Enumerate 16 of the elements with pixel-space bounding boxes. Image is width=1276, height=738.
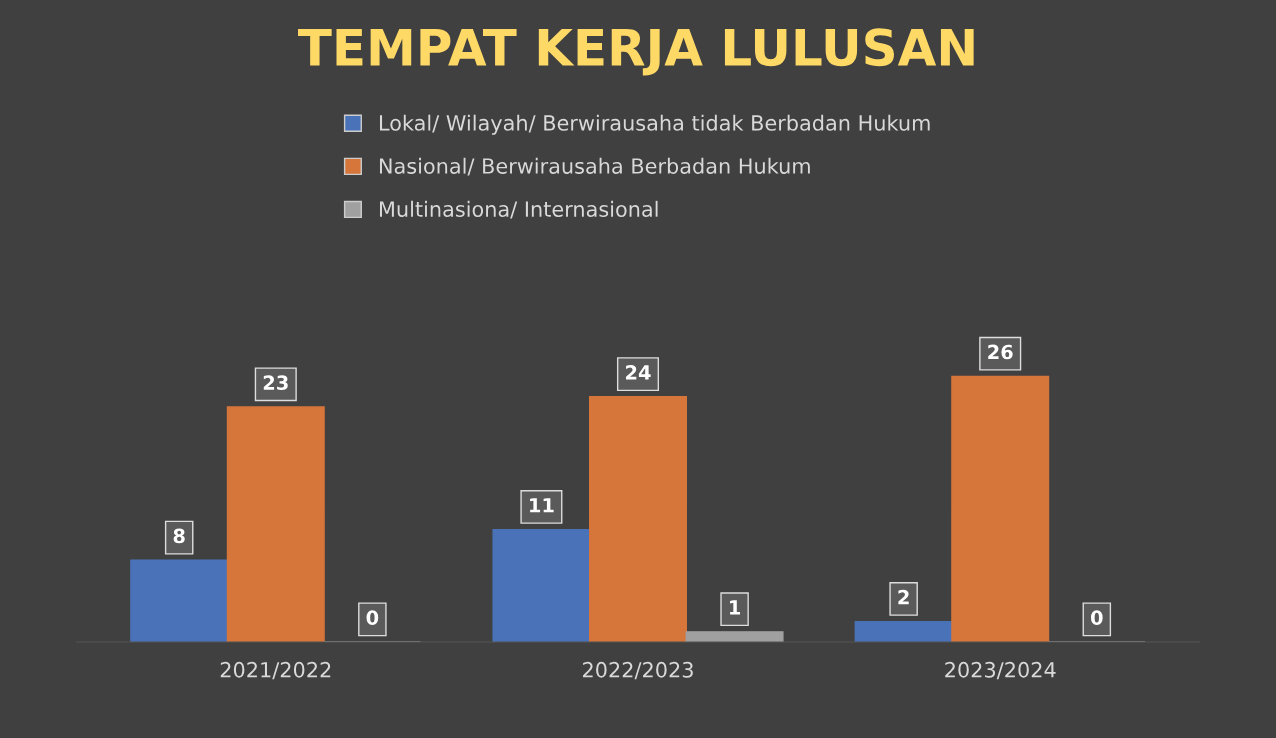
legend-label: Lokal/ Wilayah/ Berwirausaha tidak Berbadan Hukum [379, 114, 930, 135]
x-tick-label: 2023/2024 [945, 661, 1056, 680]
x-tick-label: 2021/2022 [220, 661, 331, 680]
data-label: 26 [988, 344, 1013, 360]
data-label: 24 [626, 365, 651, 380]
legend-label: Nasional/ Berwirausaha Berbadan Hukum [379, 157, 810, 176]
data-label: 1 [730, 600, 741, 615]
data-label: 8 [173, 528, 185, 544]
x-tick-label: 2022/2023 [583, 661, 693, 680]
data-label: 2 [898, 589, 909, 605]
legend-label: Multinasiona/ Internasional [379, 200, 658, 219]
data-label: 0 [1090, 610, 1103, 626]
chart-title: TEMPAT KERJA LULUSAN [298, 28, 974, 76]
data-label: 11 [530, 498, 554, 513]
data-label: 0 [366, 610, 379, 626]
data-label: 23 [263, 375, 288, 390]
